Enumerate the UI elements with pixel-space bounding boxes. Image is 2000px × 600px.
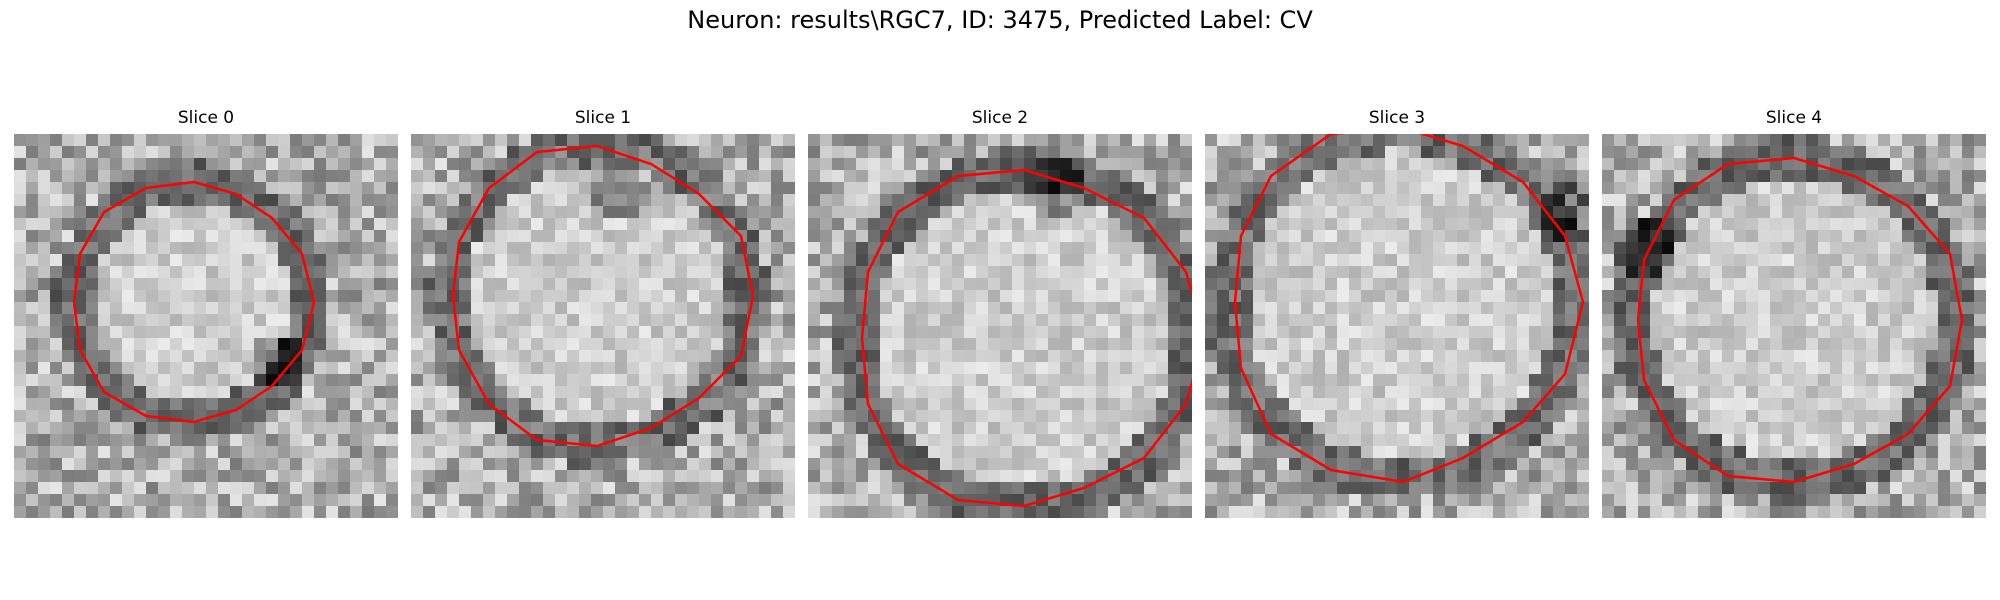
segmentation-contour bbox=[860, 168, 1192, 508]
figure-title: Neuron: results\RGC7, ID: 3475, Predicte… bbox=[687, 6, 1313, 34]
pixel-grid bbox=[411, 134, 795, 518]
slice-image bbox=[14, 134, 398, 518]
slice-title: Slice 3 bbox=[1368, 108, 1426, 128]
slice-title: Slice 0 bbox=[177, 108, 235, 128]
pixel-grid bbox=[1602, 134, 1986, 518]
slice-image bbox=[1205, 134, 1589, 518]
slice-image bbox=[411, 134, 795, 518]
segmentation-contour bbox=[451, 144, 755, 448]
segmentation-contour bbox=[1636, 156, 1964, 484]
slice-title: Slice 4 bbox=[1765, 108, 1823, 128]
segmentation-contour bbox=[72, 180, 316, 424]
pixel-grid bbox=[808, 134, 1192, 518]
slice-title: Slice 1 bbox=[574, 108, 632, 128]
slice-image bbox=[808, 134, 1192, 518]
pixel-grid bbox=[14, 134, 398, 518]
slice-title: Slice 2 bbox=[971, 108, 1029, 128]
segmentation-contour bbox=[1233, 134, 1585, 484]
slice-image bbox=[1602, 134, 1986, 518]
